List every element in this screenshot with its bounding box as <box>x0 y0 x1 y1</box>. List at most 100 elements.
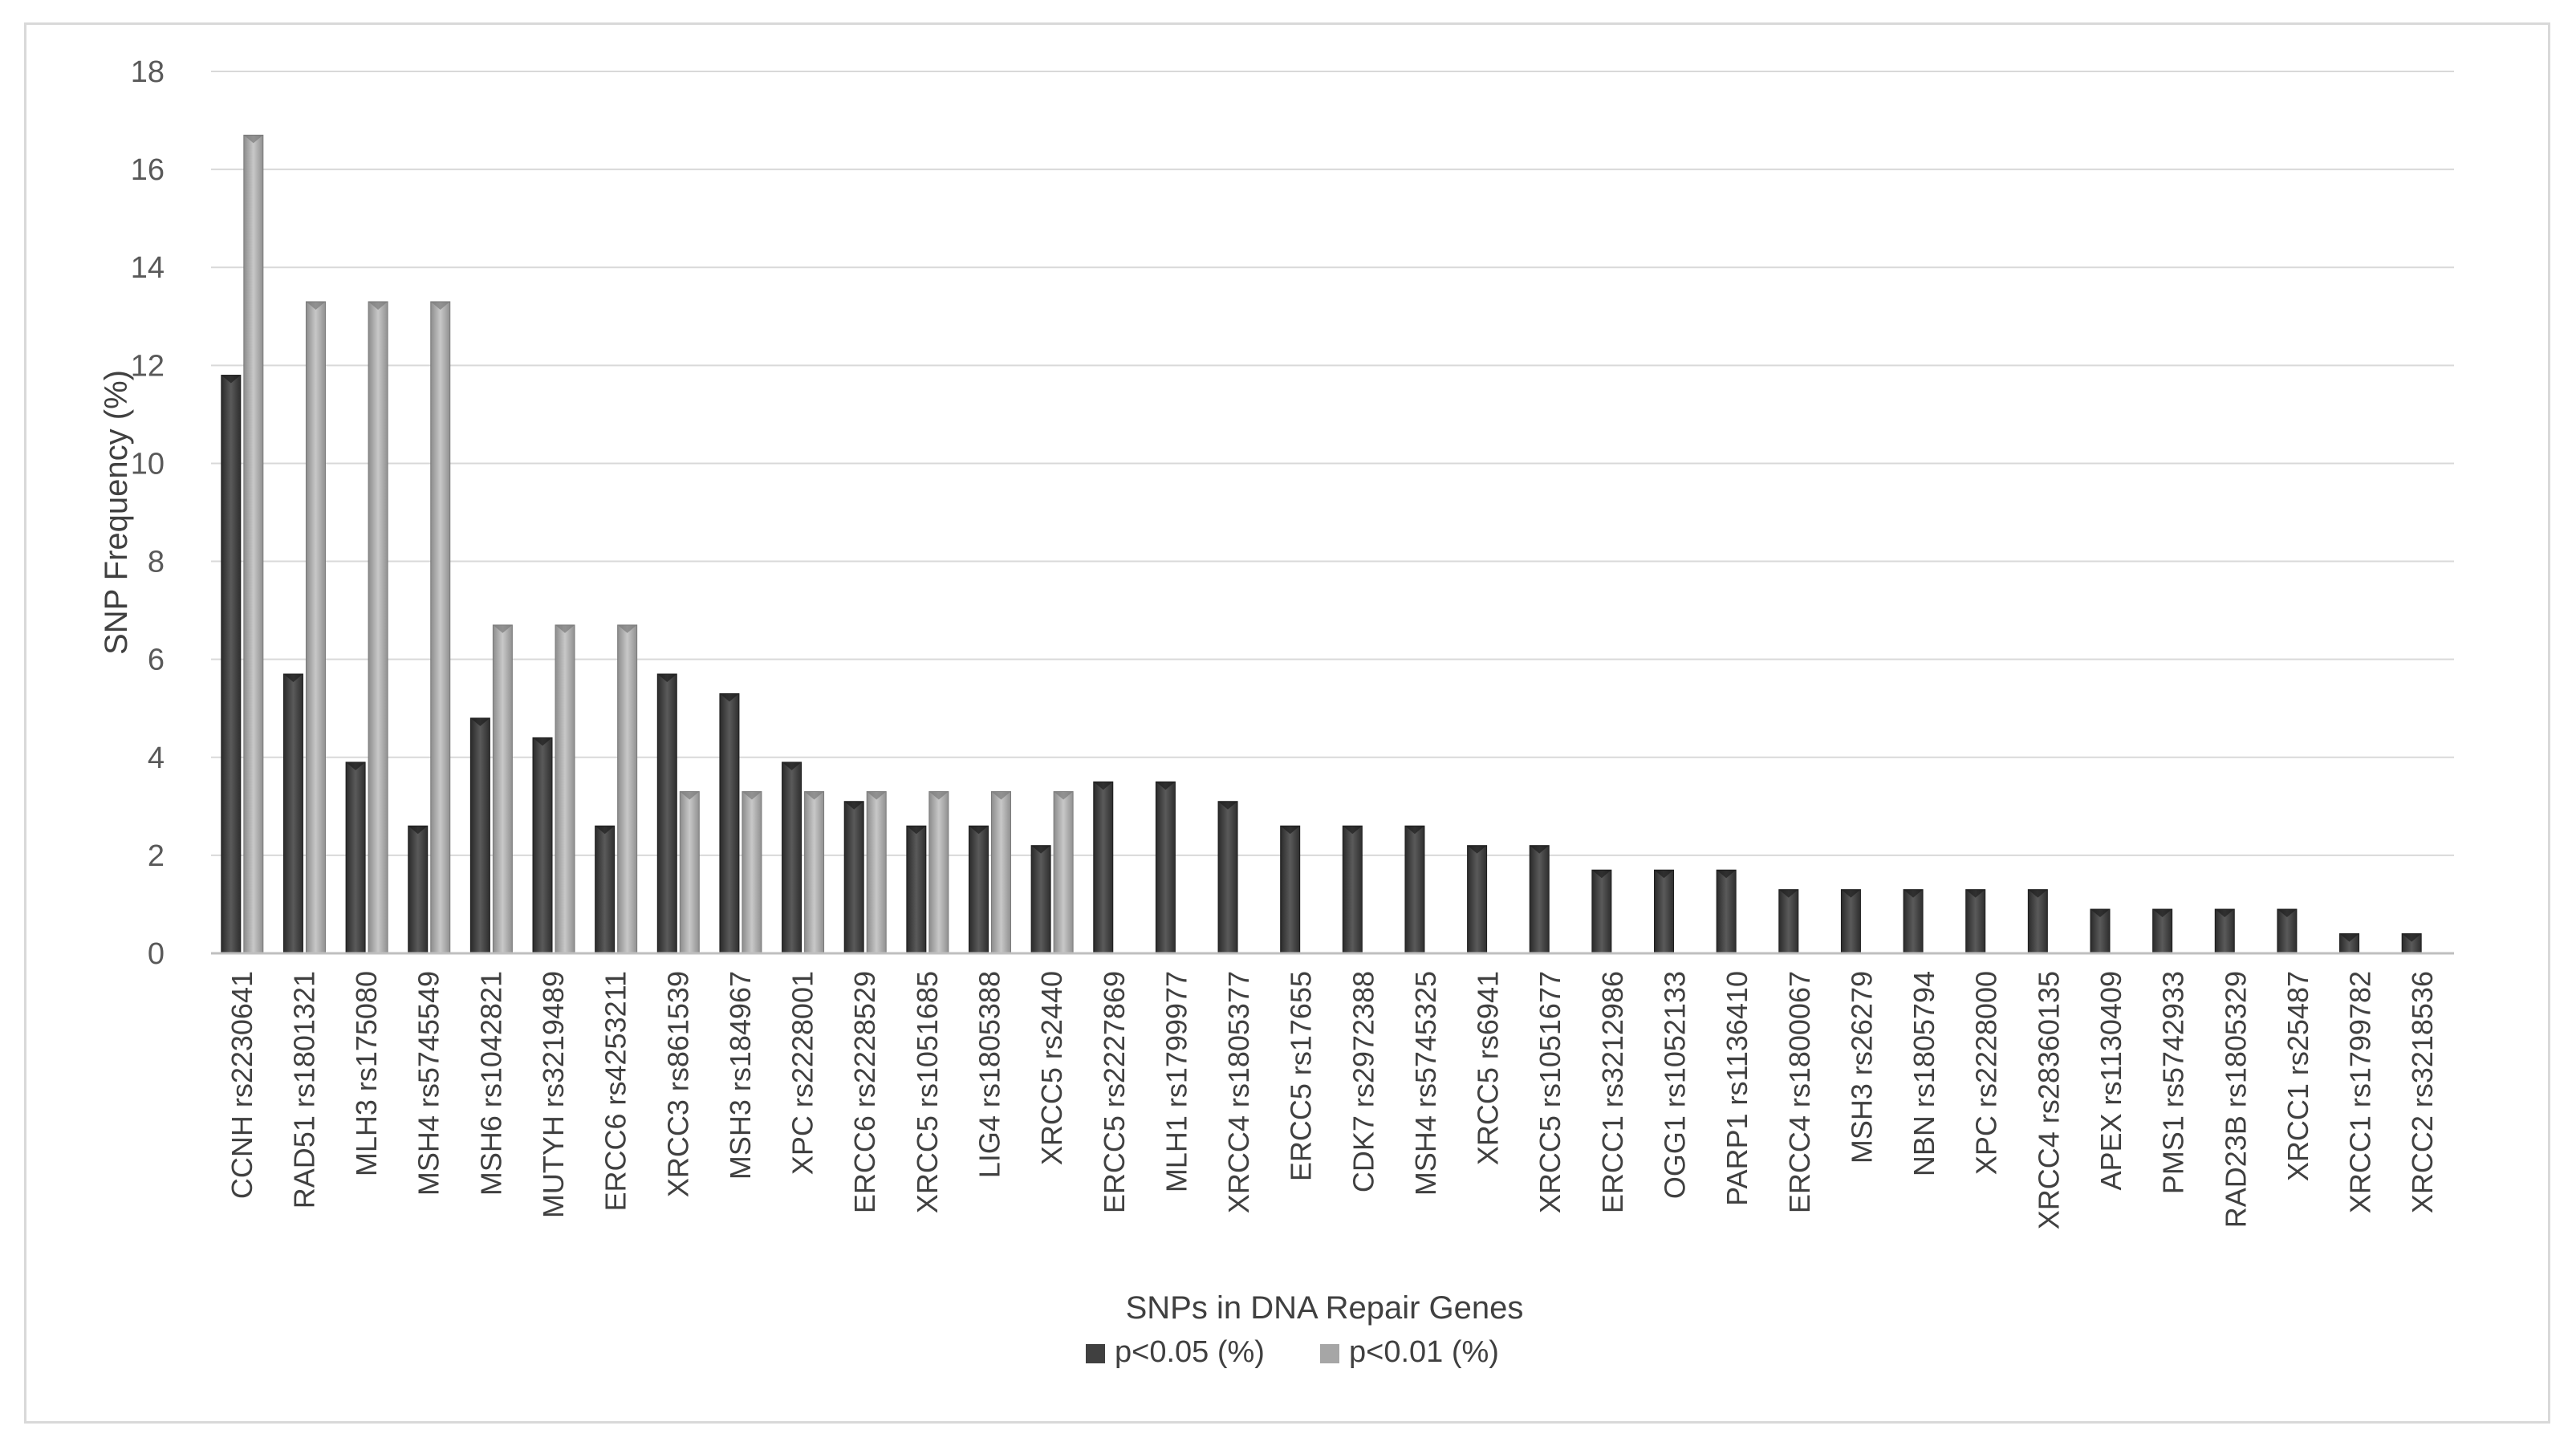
x-tick-label: LIG4 rs1805388 <box>973 971 1006 1178</box>
legend: p<0.05 (%) p<0.01 (%) <box>1086 1335 1499 1369</box>
x-tick-label: XRCC4 rs28360135 <box>2032 971 2065 1229</box>
bar-p005 <box>1467 845 1488 954</box>
bar-p001 <box>990 791 1011 954</box>
bar-p005 <box>2027 889 2048 954</box>
bar-p005 <box>906 825 927 954</box>
x-tick-label: CCNH rs2230641 <box>226 971 258 1199</box>
bar-p005 <box>1342 825 1363 954</box>
bar-p005 <box>2152 908 2173 954</box>
y-tick-label: 6 <box>148 644 165 677</box>
bar-p005 <box>782 762 802 954</box>
x-tick-label: XPC rs2228001 <box>786 971 819 1175</box>
y-tick-label: 10 <box>131 447 165 481</box>
bar-p005 <box>1404 825 1425 954</box>
y-axis-title: SNP Frequency (%) <box>99 370 134 655</box>
y-tick-labels: 0 2 4 6 8 10 12 14 16 18 <box>131 55 165 971</box>
bar-p005 <box>1155 781 1176 954</box>
legend-swatch-p005 <box>1086 1344 1105 1363</box>
bar-p001 <box>1053 791 1074 954</box>
x-tick-label: NBN rs1805794 <box>1908 971 1940 1176</box>
x-tick-label: ERCC4 rs1800067 <box>1783 971 1816 1213</box>
bar-p001 <box>617 624 638 954</box>
x-tick-label: ERCC5 rs17655 <box>1285 971 1318 1181</box>
bar-p005 <box>408 825 429 954</box>
legend-label-p005: p<0.05 (%) <box>1115 1335 1265 1369</box>
bar-p005 <box>1591 869 1612 954</box>
bar-p005 <box>2214 908 2235 954</box>
x-tick-label: XRCC5 rs6941 <box>1472 971 1505 1165</box>
bar-p005 <box>1965 889 1986 954</box>
x-tick-label: MSH4 rs5745549 <box>412 971 445 1196</box>
bar-p005 <box>1654 869 1675 954</box>
x-tick-label: XRCC4 rs1805377 <box>1222 971 1255 1213</box>
y-tick-label: 8 <box>148 546 165 579</box>
x-tick-label: RAD23B rs1805329 <box>2219 971 2252 1228</box>
bars <box>221 134 2422 954</box>
legend-swatch-p001 <box>1320 1344 1339 1363</box>
y-tick-label: 14 <box>131 251 165 285</box>
x-tick-label: MLH1 rs1799977 <box>1160 971 1193 1192</box>
x-tick-label: XRCC1 rs25487 <box>2281 971 2314 1181</box>
x-tick-label: ERCC6 rs4253211 <box>599 971 632 1212</box>
x-tick-label: MLH3 rs175080 <box>350 971 383 1176</box>
y-tick-label: 12 <box>131 349 165 383</box>
x-tick-label: XRCC5 rs1051677 <box>1534 971 1566 1213</box>
bar-p005 <box>1280 825 1301 954</box>
gridlines <box>211 71 2454 856</box>
bar-p005 <box>2401 933 2422 954</box>
x-tick-label: MSH3 rs184967 <box>724 971 757 1180</box>
bar-p005 <box>1840 889 1861 954</box>
x-tick-label: PMS1 rs5742933 <box>2157 971 2190 1194</box>
chart-frame: 0 2 4 6 8 10 12 14 16 18 CCNH rs2230641 RAD51 rs18… <box>24 22 2550 1424</box>
bar-p005 <box>2090 908 2111 954</box>
bar-p005 <box>968 825 989 954</box>
x-tick-label: MUTYH rs3219489 <box>537 971 570 1218</box>
bar-p005 <box>1903 889 1924 954</box>
bar-p005 <box>1217 801 1238 954</box>
bar-p001 <box>804 791 825 954</box>
y-tick-label: 0 <box>148 937 165 971</box>
bar-p001 <box>679 791 700 954</box>
bar-p001 <box>305 301 326 954</box>
x-tick-label: XRCC5 rs1051685 <box>911 971 944 1213</box>
bar-p005 <box>1093 781 1114 954</box>
bar-p005 <box>1716 869 1737 954</box>
bar-p005 <box>469 717 490 954</box>
x-tick-label: XRCC1 rs1799782 <box>2344 971 2377 1213</box>
x-tick-label: MSH4 rs5745325 <box>1409 971 1442 1196</box>
x-tick-label: APEX rs1130409 <box>2095 971 2127 1191</box>
bar-p005 <box>1778 889 1799 954</box>
bar-p001 <box>555 624 575 954</box>
x-axis-title: SNPs in DNA Repair Genes <box>1126 1290 1524 1326</box>
y-tick-label: 4 <box>148 741 165 775</box>
x-tick-labels: CCNH rs2230641 RAD51 rs1801321 MLH3 rs1750… <box>226 971 2439 1229</box>
bar-p005 <box>1030 845 1051 954</box>
bar-p001 <box>928 791 949 954</box>
bar-p005 <box>282 673 303 954</box>
bar-chart: 0 2 4 6 8 10 12 14 16 18 CCNH rs2230641 RAD51 rs18… <box>99 55 2454 1369</box>
bar-p005 <box>221 375 242 954</box>
x-tick-label: RAD51 rs1801321 <box>287 971 320 1208</box>
x-tick-label: XRCC3 rs861539 <box>661 971 694 1197</box>
bar-p005 <box>595 825 616 954</box>
x-tick-label: MSH3 rs26279 <box>1845 971 1878 1164</box>
bar-p005 <box>1529 845 1550 954</box>
bar-p001 <box>492 624 513 954</box>
x-tick-label: XRCC5 rs2440 <box>1035 971 1068 1165</box>
bar-p001 <box>368 301 388 954</box>
y-tick-label: 2 <box>148 839 165 873</box>
x-tick-label: XRCC2 rs3218536 <box>2406 971 2439 1213</box>
y-tick-label: 16 <box>131 153 165 187</box>
x-tick-label: PARP1 rs1136410 <box>1721 971 1753 1206</box>
bar-p005 <box>2339 933 2360 954</box>
bar-p005 <box>719 693 740 954</box>
x-tick-label: OGG1 rs1052133 <box>1659 971 1692 1199</box>
x-tick-label: MSH6 rs1042821 <box>474 971 507 1196</box>
bar-p005 <box>2277 908 2298 954</box>
bar-p005 <box>345 762 366 954</box>
bar-p001 <box>243 134 264 954</box>
x-tick-label: ERCC5 rs2227869 <box>1098 971 1131 1213</box>
bar-p001 <box>742 791 762 954</box>
bar-p005 <box>532 737 553 954</box>
bar-p001 <box>866 791 887 954</box>
